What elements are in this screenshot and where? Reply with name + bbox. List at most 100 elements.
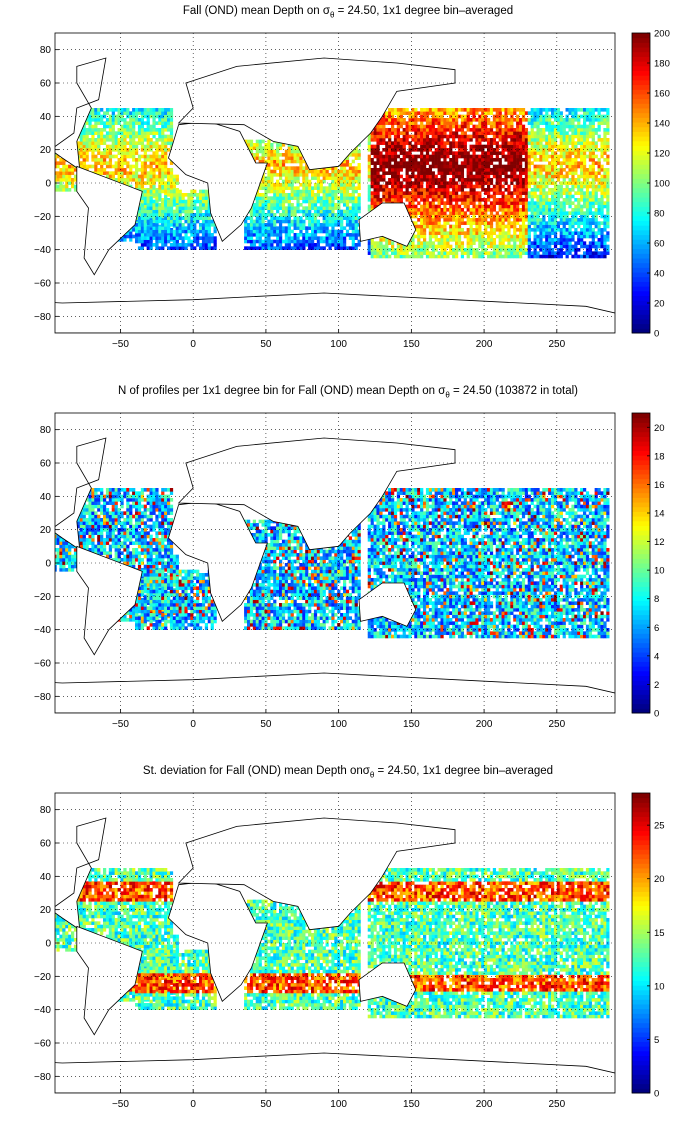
heatmap-cell <box>85 121 89 125</box>
heatmap-cell <box>305 186 309 190</box>
heatmap-cell <box>331 186 335 190</box>
heatmap-cell <box>524 184 529 189</box>
heatmap-cell <box>167 141 171 145</box>
heatmap-cell <box>510 174 514 179</box>
heatmap-cell <box>533 178 537 182</box>
heatmap-cell <box>97 121 101 125</box>
heatmap-cell <box>322 216 326 220</box>
heatmap-cell <box>425 221 430 225</box>
heatmap-cell <box>536 211 540 215</box>
heatmap-cell <box>376 161 380 165</box>
heatmap-cell <box>187 229 191 234</box>
heatmap-cell <box>408 158 412 162</box>
heatmap-cell <box>495 178 499 182</box>
heatmap-cell <box>164 161 168 165</box>
heatmap-cell <box>340 163 344 167</box>
heatmap-cell <box>149 213 153 217</box>
heatmap-cell <box>311 199 315 204</box>
heatmap-cell <box>196 216 200 220</box>
heatmap-cell <box>542 128 546 132</box>
heatmap-cell <box>516 211 520 215</box>
heatmap-cell <box>507 148 511 152</box>
heatmap-cell <box>489 254 494 259</box>
heatmap-cell <box>311 196 315 200</box>
heatmap-cell <box>313 213 318 217</box>
heatmap-cell <box>466 174 470 179</box>
heatmap-cell <box>507 234 511 239</box>
heatmap-cell <box>551 231 555 235</box>
heatmap-cell <box>137 158 142 162</box>
heatmap-cell <box>270 199 274 204</box>
heatmap-cell <box>91 108 95 112</box>
heatmap-cell <box>472 238 476 242</box>
heatmap-cell <box>472 204 476 209</box>
heatmap-cell <box>276 149 280 154</box>
heatmap-cell <box>100 138 104 142</box>
heatmap-cell <box>449 214 453 219</box>
heatmap-cell <box>420 251 424 255</box>
heatmap-cell <box>484 134 488 139</box>
heatmap-cell <box>76 141 81 145</box>
heatmap-cell <box>299 183 303 187</box>
heatmap-cell <box>129 131 133 135</box>
heatmap-cell <box>155 196 159 200</box>
heatmap-cell <box>516 154 520 159</box>
heatmap-cell <box>85 138 89 142</box>
heatmap-cell <box>193 246 197 250</box>
heatmap-cell <box>161 158 165 162</box>
heatmap-cell <box>457 208 462 212</box>
heatmap-cell <box>551 228 555 232</box>
heatmap-cell <box>146 233 150 237</box>
heatmap-cell <box>472 111 476 115</box>
heatmap-cell <box>316 243 321 247</box>
heatmap-cell <box>302 209 306 214</box>
heatmap-cell <box>466 138 470 142</box>
heatmap-cell <box>396 148 401 152</box>
heatmap-cell <box>475 141 479 145</box>
heatmap-cell <box>530 108 534 112</box>
heatmap-cell <box>539 171 543 175</box>
heatmap-cell <box>199 246 203 250</box>
heatmap-cell <box>521 184 526 189</box>
heatmap-cell <box>279 223 283 227</box>
heatmap-cell <box>396 171 401 175</box>
heatmap-cell <box>440 214 444 219</box>
heatmap-cell <box>313 203 318 207</box>
heatmap-cell <box>382 168 386 172</box>
heatmap-cell <box>545 144 549 149</box>
heatmap-cell <box>425 131 430 135</box>
heatmap-cell <box>370 134 374 139</box>
heatmap-cell <box>135 131 139 135</box>
heatmap-cell <box>120 124 124 129</box>
heatmap-cell <box>484 211 488 215</box>
heatmap-cell <box>437 124 441 129</box>
heatmap-cell <box>249 216 254 220</box>
heatmap-cell <box>501 168 505 172</box>
heatmap-cell <box>388 168 392 172</box>
heatmap-cell <box>423 201 427 205</box>
heatmap-cell <box>181 216 185 220</box>
heatmap-cell <box>548 161 552 165</box>
heatmap-cell <box>172 236 177 240</box>
heatmap-cell <box>481 208 485 212</box>
heatmap-cell <box>423 111 427 115</box>
heatmap-cell <box>279 219 283 224</box>
heatmap-cell <box>367 188 371 192</box>
heatmap-cell <box>276 196 280 200</box>
heatmap-cell <box>164 164 168 169</box>
heatmap-cell <box>270 209 274 214</box>
heatmap-cell <box>388 108 392 112</box>
heatmap-cell <box>345 246 350 250</box>
heatmap-cell <box>367 208 371 212</box>
heatmap-cell <box>391 174 395 179</box>
heatmap-cell <box>516 118 520 122</box>
heatmap-cell <box>472 134 476 139</box>
heatmap-cell <box>548 134 552 139</box>
heatmap-cell <box>455 118 459 122</box>
heatmap-cell <box>551 158 555 162</box>
heatmap-cell <box>481 108 485 112</box>
heatmap-cell <box>399 131 403 135</box>
heatmap-cell <box>498 244 502 249</box>
heatmap-cell <box>273 199 277 204</box>
heatmap-cell <box>328 236 332 240</box>
